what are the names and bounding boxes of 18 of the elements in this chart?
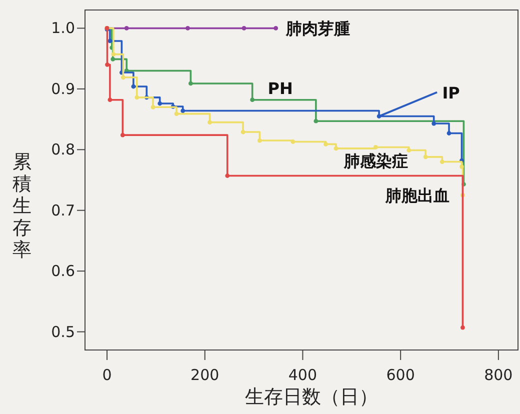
series-label: IP (442, 83, 460, 102)
y-axis-title: 累積生存率 (12, 151, 32, 261)
x-tick-label: 400 (288, 366, 318, 384)
y-tick-label: 0.6 (51, 262, 75, 280)
y-tick-label: 0.8 (51, 140, 75, 159)
y-tick-label: 1.0 (51, 19, 75, 38)
y-tick-label: 0.7 (51, 201, 75, 220)
series-label: 肺肉芽腫 (284, 19, 350, 38)
x-tick-label: 800 (484, 366, 513, 384)
series-label: 肺胞出血 (384, 186, 450, 205)
series-label: 肺感染症 (342, 151, 408, 170)
x-tick-label: 600 (386, 366, 415, 384)
series-label: PH (268, 78, 293, 98)
x-axis-title: 生存日数（日） (245, 386, 378, 408)
y-tick-label: 0.9 (51, 80, 75, 98)
x-tick-label: 0 (102, 366, 112, 384)
x-tick-label: 200 (190, 366, 220, 384)
y-tick-label: 0.5 (51, 322, 75, 341)
